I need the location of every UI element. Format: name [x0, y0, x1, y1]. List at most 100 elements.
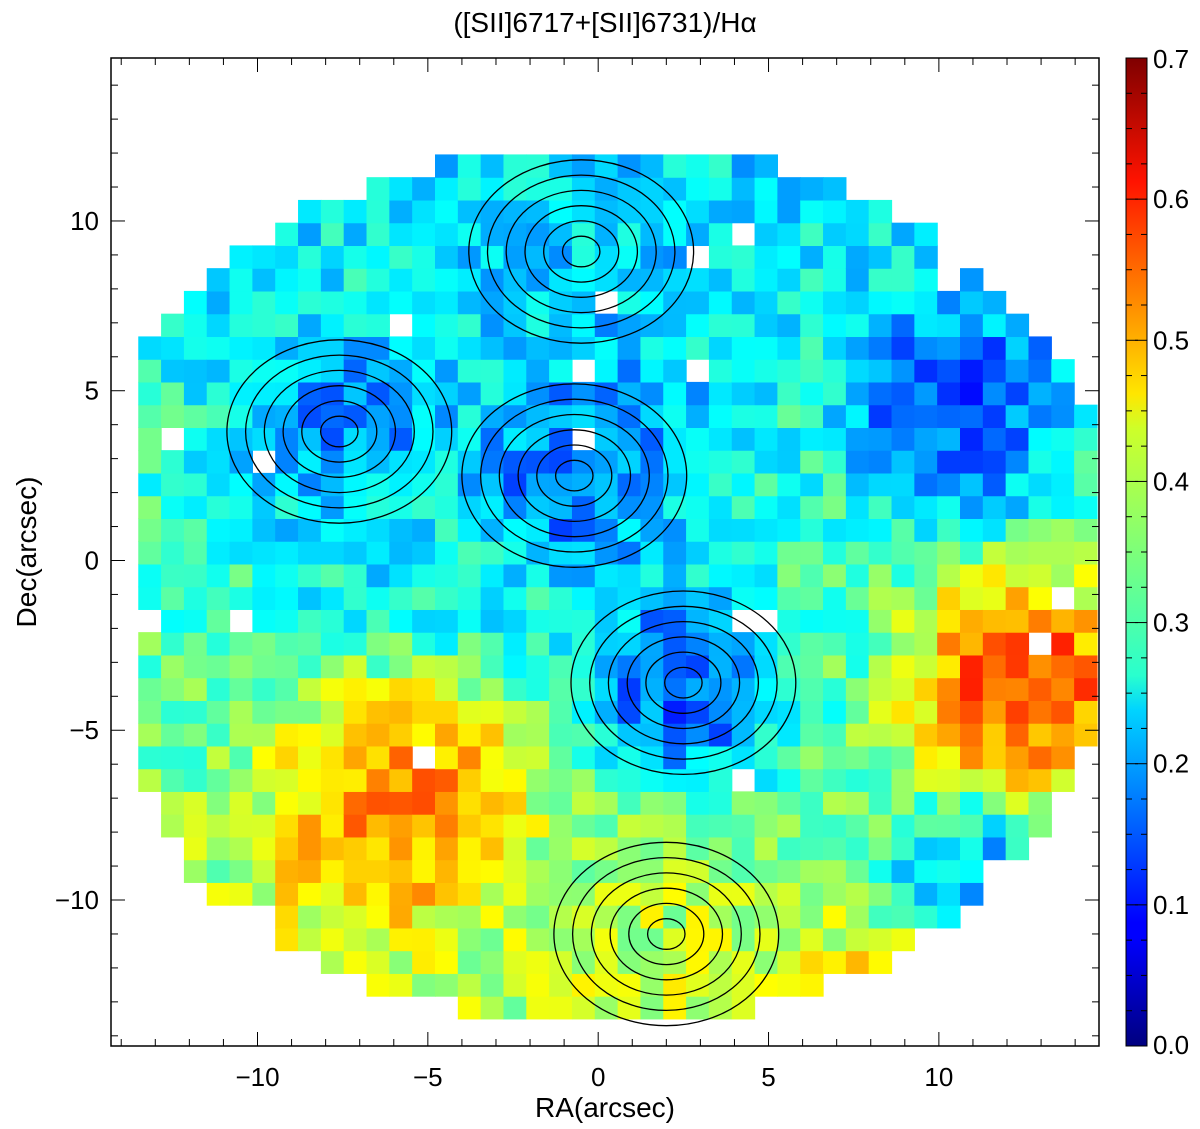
heatmap-cell	[663, 154, 687, 178]
heatmap-cell	[823, 199, 847, 224]
heatmap-cell	[845, 632, 870, 656]
heatmap-cell	[503, 996, 527, 1020]
heatmap-cell	[252, 654, 276, 679]
heatmap-cell	[549, 245, 573, 269]
heatmap-cell	[343, 290, 368, 315]
heatmap-cell	[183, 586, 208, 610]
heatmap-cell	[754, 723, 778, 747]
heatmap-cell	[800, 586, 824, 610]
heatmap-cell	[823, 609, 847, 633]
heatmap-cell	[823, 654, 847, 679]
heatmap-cell	[457, 859, 482, 883]
heatmap-cell	[298, 700, 322, 724]
heatmap-cell	[594, 927, 619, 952]
heatmap-cell	[686, 222, 710, 247]
heatmap-cell	[298, 427, 322, 451]
heatmap-cell	[686, 381, 710, 406]
heatmap-cell	[412, 723, 436, 747]
heatmap-cell	[891, 745, 915, 770]
heatmap-cell	[366, 745, 390, 770]
heatmap-cell	[366, 427, 390, 451]
heatmap-cell	[549, 563, 573, 588]
heatmap-cell	[937, 882, 961, 906]
heatmap-cell	[229, 518, 253, 542]
heatmap-cell	[800, 859, 824, 883]
heatmap-cell	[868, 927, 893, 952]
heatmap-cell	[549, 472, 573, 497]
heatmap-cell	[389, 927, 413, 952]
heatmap-cell	[914, 791, 938, 815]
heatmap-cell	[708, 245, 733, 269]
heatmap-cell	[594, 677, 619, 701]
heatmap-cell	[571, 723, 596, 747]
y-tick-label: 10	[70, 206, 99, 236]
heatmap-cell	[298, 268, 322, 292]
heatmap-cell	[1005, 745, 1030, 770]
heatmap-cell	[138, 381, 162, 406]
heatmap-cell	[343, 586, 368, 610]
heatmap-cell	[526, 495, 550, 519]
heatmap-cell	[366, 882, 390, 906]
heatmap-cell	[868, 745, 893, 770]
heatmap-cell	[389, 495, 413, 519]
heatmap-cell	[1074, 723, 1098, 747]
heatmap-cell	[480, 882, 505, 906]
heatmap-cell	[389, 450, 413, 474]
heatmap-cell	[708, 927, 733, 952]
heatmap-cell	[891, 268, 915, 292]
heatmap-cell	[320, 518, 345, 542]
heatmap-cell	[731, 950, 756, 974]
heatmap-cell	[1005, 836, 1030, 861]
heatmap-cell	[252, 518, 276, 542]
heatmap-cell	[389, 290, 413, 315]
heatmap-cell	[594, 472, 619, 497]
heatmap-cell	[845, 495, 870, 519]
heatmap-cell	[229, 677, 253, 701]
contour-layer	[226, 159, 797, 1027]
heatmap-cell	[594, 586, 619, 610]
heatmap-cell	[982, 791, 1007, 815]
heatmap-cell	[229, 563, 253, 588]
heatmap-cell	[252, 609, 276, 633]
heatmap-cell	[1074, 541, 1098, 565]
heatmap-cell	[731, 563, 756, 588]
heatmap-cell	[937, 290, 961, 315]
heatmap-cell	[435, 927, 459, 952]
heatmap-cell	[320, 723, 345, 747]
heatmap-cell	[868, 336, 893, 360]
heatmap-cell	[435, 973, 459, 997]
heatmap-cell	[1005, 723, 1030, 747]
contour-line	[282, 385, 397, 478]
heatmap-cell	[731, 973, 756, 997]
heatmap-cell	[526, 609, 550, 633]
heatmap-cell	[914, 268, 938, 292]
heatmap-cell	[640, 905, 664, 929]
heatmap-cell	[1074, 563, 1098, 588]
heatmap-cell	[594, 836, 619, 861]
contour-line	[524, 205, 639, 298]
heatmap-cell	[526, 154, 550, 178]
heatmap-cell	[617, 177, 642, 201]
heatmap-cell	[1051, 472, 1075, 497]
heatmap-cell	[663, 859, 687, 883]
colorbar-tick-label: 0.6	[1153, 184, 1189, 214]
x-tick-label: 0	[591, 1062, 605, 1092]
heatmap-cell	[252, 723, 276, 747]
heatmap-cell	[823, 814, 847, 838]
heatmap-cell	[275, 563, 299, 588]
heatmap-cell	[754, 677, 778, 701]
heatmap-cell	[343, 905, 368, 929]
heatmap-cell	[800, 313, 824, 338]
heatmap-cell	[731, 791, 756, 815]
heatmap-cell	[823, 427, 847, 451]
heatmap-cell	[1005, 313, 1030, 338]
heatmap-cell	[1074, 404, 1098, 428]
heatmap-cell	[868, 495, 893, 519]
heatmap-cell	[708, 882, 733, 906]
heatmap-cell	[800, 700, 824, 724]
heatmap-cell	[571, 222, 596, 247]
heatmap-cell	[1051, 359, 1075, 383]
heatmap-cell	[731, 700, 756, 724]
heatmap-cell	[138, 518, 162, 542]
heatmap-cell	[435, 313, 459, 338]
